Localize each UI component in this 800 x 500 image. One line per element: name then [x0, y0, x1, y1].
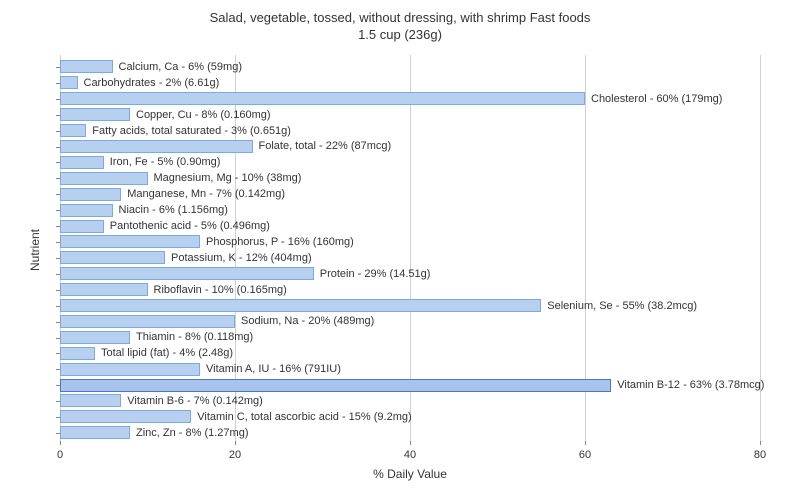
bar-row: Copper, Cu - 8% (0.160mg) — [60, 108, 760, 122]
bar-label: Phosphorus, P - 16% (160mg) — [206, 236, 354, 248]
bar-label: Manganese, Mn - 7% (0.142mg) — [127, 188, 285, 200]
bar — [60, 299, 541, 312]
bar-label: Magnesium, Mg - 10% (38mg) — [154, 172, 302, 184]
bar-label: Potassium, K - 12% (404mg) — [171, 252, 312, 264]
bar-label: Niacin - 6% (1.156mg) — [119, 204, 228, 216]
bar — [60, 410, 191, 423]
bar-row: Zinc, Zn - 8% (1.27mg) — [60, 426, 760, 440]
bar-label: Calcium, Ca - 6% (59mg) — [119, 61, 242, 73]
bar — [60, 60, 113, 73]
bar-row: Total lipid (fat) - 4% (2.48g) — [60, 346, 760, 360]
bar-row: Manganese, Mn - 7% (0.142mg) — [60, 187, 760, 201]
bar — [60, 267, 314, 280]
bar-row: Riboflavin - 10% (0.165mg) — [60, 283, 760, 297]
bar-label: Zinc, Zn - 8% (1.27mg) — [136, 427, 248, 439]
bar — [60, 76, 78, 89]
bar-label: Cholesterol - 60% (179mg) — [591, 93, 722, 105]
bar — [60, 204, 113, 217]
bar-label: Vitamin B-12 - 63% (3.78mcg) — [617, 379, 764, 391]
bar-row: Fatty acids, total saturated - 3% (0.651… — [60, 124, 760, 138]
x-tick-label: 20 — [229, 449, 241, 461]
bar — [60, 124, 86, 137]
bar — [60, 331, 130, 344]
chart-title: Salad, vegetable, tossed, without dressi… — [0, 0, 800, 44]
bar-label: Fatty acids, total saturated - 3% (0.651… — [92, 125, 291, 137]
bar — [60, 156, 104, 169]
bar-row: Sodium, Na - 20% (489mg) — [60, 314, 760, 328]
bars-container: Calcium, Ca - 6% (59mg) Carbohydrates - 2… — [60, 59, 760, 441]
bar — [60, 92, 585, 105]
bar-label: Pantothenic acid - 5% (0.496mg) — [110, 220, 270, 232]
x-tick-mark — [585, 441, 586, 445]
bar — [60, 235, 200, 248]
bar-row: Phosphorus, P - 16% (160mg) — [60, 235, 760, 249]
bar-row: Cholesterol - 60% (179mg) — [60, 92, 760, 106]
bar — [60, 251, 165, 264]
bar — [60, 140, 253, 153]
bar-label: Folate, total - 22% (87mcg) — [259, 140, 392, 152]
bar-row: Calcium, Ca - 6% (59mg) — [60, 60, 760, 74]
x-axis-label: % Daily Value — [373, 467, 447, 481]
bar — [60, 347, 95, 360]
bar-row: Magnesium, Mg - 10% (38mg) — [60, 171, 760, 185]
chart-title-line1: Salad, vegetable, tossed, without dressi… — [0, 10, 800, 27]
bar-label: Carbohydrates - 2% (6.61g) — [84, 77, 220, 89]
bar — [60, 283, 148, 296]
bar — [60, 220, 104, 233]
bar — [60, 315, 235, 328]
bar-row: Pantothenic acid - 5% (0.496mg) — [60, 219, 760, 233]
bar-label: Thiamin - 8% (0.118mg) — [136, 331, 253, 343]
bar-label: Sodium, Na - 20% (489mg) — [241, 315, 374, 327]
bar — [60, 394, 121, 407]
x-tick-mark — [235, 441, 236, 445]
bar-row: Vitamin A, IU - 16% (791IU) — [60, 362, 760, 376]
chart-title-line2: 1.5 cup (236g) — [0, 27, 800, 44]
x-axis: 020406080 % Daily Value — [60, 445, 760, 485]
bar-label: Vitamin A, IU - 16% (791IU) — [206, 363, 341, 375]
x-tick-label: 60 — [579, 449, 591, 461]
bar-label: Vitamin B-6 - 7% (0.142mg) — [127, 395, 263, 407]
bar-row: Thiamin - 8% (0.118mg) — [60, 330, 760, 344]
bar-row: Vitamin B-12 - 63% (3.78mcg) — [60, 378, 760, 392]
bar-row: Potassium, K - 12% (404mg) — [60, 251, 760, 265]
bar — [60, 379, 611, 392]
bar — [60, 188, 121, 201]
bar-label: Total lipid (fat) - 4% (2.48g) — [101, 347, 233, 359]
bar-row: Carbohydrates - 2% (6.61g) — [60, 76, 760, 90]
bar-row: Niacin - 6% (1.156mg) — [60, 203, 760, 217]
bar-row: Vitamin B-6 - 7% (0.142mg) — [60, 394, 760, 408]
bar-label: Riboflavin - 10% (0.165mg) — [154, 284, 287, 296]
y-axis-label: Nutrient — [28, 229, 42, 271]
bar-row: Protein - 29% (14.51g) — [60, 267, 760, 281]
bar-label: Selenium, Se - 55% (38.2mcg) — [547, 300, 697, 312]
bar-label: Copper, Cu - 8% (0.160mg) — [136, 109, 271, 121]
bar-label: Protein - 29% (14.51g) — [320, 268, 431, 280]
bar — [60, 172, 148, 185]
bar — [60, 426, 130, 439]
bar — [60, 108, 130, 121]
bar-row: Selenium, Se - 55% (38.2mcg) — [60, 299, 760, 313]
bar-row: Vitamin C, total ascorbic acid - 15% (9.… — [60, 410, 760, 424]
bar-row: Iron, Fe - 5% (0.90mg) — [60, 155, 760, 169]
plot-area: Calcium, Ca - 6% (59mg) Carbohydrates - 2… — [60, 55, 760, 445]
x-tick-mark — [410, 441, 411, 445]
x-tick-mark — [60, 441, 61, 445]
bar — [60, 363, 200, 376]
bar-label: Iron, Fe - 5% (0.90mg) — [110, 156, 221, 168]
x-tick-mark — [760, 441, 761, 445]
x-tick-label: 80 — [754, 449, 766, 461]
bar-label: Vitamin C, total ascorbic acid - 15% (9.… — [197, 411, 411, 423]
nutrient-chart: Salad, vegetable, tossed, without dressi… — [0, 0, 800, 500]
x-tick-label: 0 — [57, 449, 63, 461]
bar-row: Folate, total - 22% (87mcg) — [60, 139, 760, 153]
x-tick-label: 40 — [404, 449, 416, 461]
